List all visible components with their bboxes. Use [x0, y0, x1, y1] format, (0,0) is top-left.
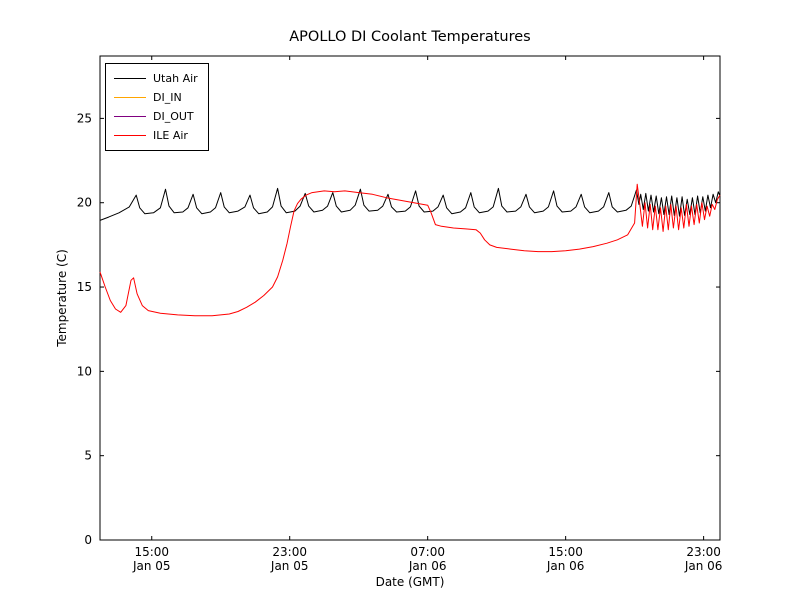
- legend-item-di-in: DI_IN: [114, 88, 198, 107]
- svg-text:07:00: 07:00: [410, 545, 445, 559]
- svg-text:23:00: 23:00: [272, 545, 307, 559]
- y-axis-label: Temperature (C): [55, 249, 69, 348]
- legend-label-ile-air: ILE Air: [153, 129, 188, 142]
- svg-text:15:00: 15:00: [548, 545, 583, 559]
- chart-title: APOLLO DI Coolant Temperatures: [289, 29, 530, 45]
- svg-text:20: 20: [77, 196, 92, 210]
- legend-line-di-out: [114, 116, 146, 117]
- svg-text:Jan 06: Jan 06: [546, 559, 585, 573]
- legend: Utah Air DI_IN DI_OUT ILE Air: [105, 63, 209, 151]
- svg-text:15: 15: [77, 280, 92, 294]
- svg-text:Jan 05: Jan 05: [132, 559, 171, 573]
- svg-text:Jan 05: Jan 05: [270, 559, 309, 573]
- svg-text:5: 5: [84, 449, 92, 463]
- svg-text:15:00: 15:00: [134, 545, 169, 559]
- legend-label-utah-air: Utah Air: [153, 72, 198, 85]
- svg-text:Jan 06: Jan 06: [408, 559, 447, 573]
- legend-item-di-out: DI_OUT: [114, 107, 198, 126]
- svg-text:10: 10: [77, 364, 92, 378]
- x-axis-label: Date (GMT): [376, 575, 445, 589]
- svg-text:0: 0: [84, 533, 92, 547]
- legend-label-di-in: DI_IN: [153, 91, 182, 104]
- svg-text:25: 25: [77, 111, 92, 125]
- legend-label-di-out: DI_OUT: [153, 110, 194, 123]
- svg-text:23:00: 23:00: [686, 545, 721, 559]
- svg-text:Jan 06: Jan 06: [684, 559, 723, 573]
- legend-line-ile-air: [114, 135, 146, 136]
- legend-item-utah-air: Utah Air: [114, 69, 198, 88]
- legend-line-utah-air: [114, 78, 146, 79]
- legend-item-ile-air: ILE Air: [114, 126, 198, 145]
- legend-line-di-in: [114, 97, 146, 98]
